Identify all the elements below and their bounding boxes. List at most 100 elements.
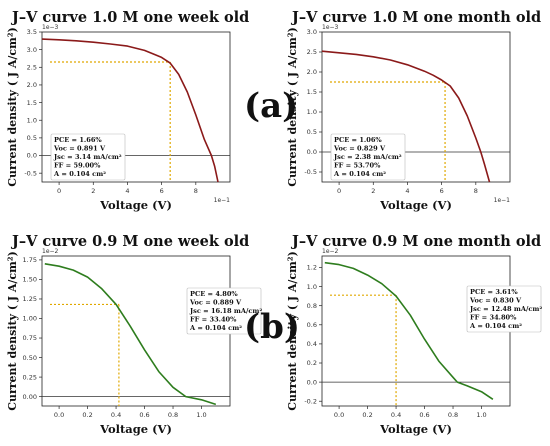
jv-curve-line bbox=[321, 50, 491, 183]
x-tick-label: 0.4 bbox=[111, 411, 121, 419]
parameter-text: PCE = 4.80% bbox=[190, 290, 238, 298]
y-tick-label: 2.0 bbox=[27, 81, 37, 89]
chart-title: J–V curve 0.9 M one month old bbox=[290, 233, 541, 250]
y-tick-label: 1.00 bbox=[23, 315, 37, 323]
x-tick-label: 0.8 bbox=[448, 411, 458, 419]
parameter-text: Voc = 0.891 V bbox=[53, 145, 106, 153]
y-scale-note: 1e−2 bbox=[42, 248, 59, 255]
parameter-text: FF = 34.80% bbox=[470, 314, 517, 322]
y-tick-label: 3.5 bbox=[27, 28, 37, 36]
y-tick-label: -0.2 bbox=[304, 397, 317, 405]
jv-chart-09m-week: J–V curve 0.9 M one week old 0.0 0.2 0.4 0.6… bbox=[4, 228, 269, 446]
jv-chart-1m-week: J–V curve 1.0 M one week old 0 2 4 6 8 -0.5 0.0… bbox=[4, 4, 269, 222]
y-tick-label: 1.5 bbox=[307, 88, 317, 96]
y-tick-label: 0.0 bbox=[307, 148, 317, 156]
parameter-box-frame bbox=[330, 133, 406, 181]
jv-curve-line bbox=[44, 263, 217, 406]
y-tick-label: 2.5 bbox=[307, 48, 317, 56]
y-tick-label: 1.2 bbox=[307, 264, 317, 272]
x-tick-label: 0 bbox=[337, 187, 341, 195]
x-tick-label: 0.6 bbox=[139, 411, 149, 419]
y-scale-note: 1e−2 bbox=[322, 248, 339, 255]
y-axis-label: Current density ( J A/cm²) bbox=[6, 27, 19, 187]
x-tick-label: 4 bbox=[405, 187, 409, 195]
y-tick-label: 0.00 bbox=[23, 393, 37, 401]
jv-curve-line bbox=[41, 38, 219, 183]
x-tick-label: 0.8 bbox=[168, 411, 178, 419]
y-tick-label: 1.0 bbox=[307, 283, 317, 291]
y-scale-note: 1e−3 bbox=[42, 24, 59, 31]
parameter-box-frame bbox=[186, 287, 262, 335]
parameter-text: Voc = 0.889 V bbox=[189, 299, 242, 307]
y-tick-label: 0.0 bbox=[307, 378, 317, 386]
y-tick-label: 1.0 bbox=[27, 116, 37, 124]
y-tick-label: 1.50 bbox=[23, 276, 37, 284]
jv-chart-09m-month: J–V curve 0.9 M one month old 0.0 0.2 0.4 0.… bbox=[284, 228, 549, 446]
parameter-text: A = 0.104 cm² bbox=[53, 170, 106, 178]
chart-svg: J–V curve 1.0 M one week old 0 2 4 6 8 -0.5 0.0… bbox=[6, 9, 249, 212]
x-tick-label: 6 bbox=[160, 187, 164, 195]
y-tick-label: 0.4 bbox=[307, 340, 317, 348]
parameter-box-frame bbox=[50, 133, 126, 181]
parameter-text: PCE = 3.61% bbox=[470, 288, 518, 296]
chart-svg: J–V curve 1.0 M one month old 0 2 4 6 8 -0.5 0.… bbox=[286, 9, 541, 212]
parameter-text: PCE = 1.06% bbox=[334, 136, 382, 144]
parameter-text: Voc = 0.829 V bbox=[333, 145, 386, 153]
y-tick-label: 0.2 bbox=[307, 359, 317, 367]
x-tick-label: 0 bbox=[57, 187, 61, 195]
parameter-text: A = 0.104 cm² bbox=[333, 170, 386, 178]
x-tick-label: 1.0 bbox=[476, 411, 486, 419]
y-tick-label: 0.8 bbox=[307, 302, 317, 310]
y-tick-label: 1.0 bbox=[307, 108, 317, 116]
y-tick-label: 3.0 bbox=[27, 46, 37, 54]
chart-svg: J–V curve 0.9 M one month old 0.0 0.2 0.4 0.… bbox=[286, 233, 542, 436]
jv-chart-1m-month: J–V curve 1.0 M one month old 0 2 4 6 8 -0.5 0.… bbox=[284, 4, 549, 222]
x-tick-label: 0.4 bbox=[391, 411, 401, 419]
x-tick-label: 0.2 bbox=[362, 411, 372, 419]
x-tick-label: 8 bbox=[474, 187, 478, 195]
y-tick-label: 0.75 bbox=[23, 334, 37, 342]
x-tick-label: 0.2 bbox=[82, 411, 92, 419]
y-tick-label: 0.0 bbox=[27, 152, 37, 160]
chart-svg: J–V curve 0.9 M one week old 0.0 0.2 0.4 0.6… bbox=[6, 233, 262, 436]
parameter-text: PCE = 1.66% bbox=[54, 136, 102, 144]
parameter-text: FF = 33.40% bbox=[190, 316, 237, 324]
y-tick-label: 3.0 bbox=[307, 28, 317, 36]
chart-title: J–V curve 0.9 M one week old bbox=[10, 233, 249, 250]
parameter-text: FF = 53.70% bbox=[334, 162, 381, 170]
chart-title: J–V curve 1.0 M one month old bbox=[290, 9, 541, 26]
x-scale-note: 1e−1 bbox=[214, 197, 231, 204]
parameter-text: Jsc = 2.38 mA/cm² bbox=[333, 153, 402, 161]
x-tick-label: 0.6 bbox=[419, 411, 429, 419]
x-axis-label: Voltage (V) bbox=[99, 422, 172, 436]
y-axis-label: Current density ( J A/cm²) bbox=[286, 27, 299, 187]
parameter-text: A = 0.104 cm² bbox=[469, 322, 522, 330]
y-tick-label: 1.75 bbox=[23, 256, 37, 264]
x-axis-label: Voltage (V) bbox=[99, 198, 172, 212]
x-axis-label: Voltage (V) bbox=[379, 198, 452, 212]
x-tick-label: 6 bbox=[440, 187, 444, 195]
y-tick-label: 2.5 bbox=[27, 63, 37, 71]
parameter-text: Jsc = 3.14 mA/cm² bbox=[53, 153, 122, 161]
y-axis-label: Current density ( J A/cm²) bbox=[286, 251, 299, 411]
y-tick-label: -0.5 bbox=[24, 169, 37, 177]
x-scale-note: 1e−1 bbox=[494, 197, 511, 204]
x-tick-label: 2 bbox=[371, 187, 375, 195]
parameter-text: FF = 59.00% bbox=[54, 162, 101, 170]
x-tick-label: 4 bbox=[125, 187, 129, 195]
row-label-b: (b) bbox=[244, 307, 300, 347]
row-label-a: (a) bbox=[244, 86, 299, 126]
y-tick-label: 1.25 bbox=[23, 295, 37, 303]
y-axis-label: Current density ( J A/cm²) bbox=[6, 251, 19, 411]
parameter-text: Jsc = 12.48 mA/cm² bbox=[469, 305, 542, 313]
parameter-text: Jsc = 16.18 mA/cm² bbox=[189, 307, 262, 315]
y-scale-note: 1e−3 bbox=[322, 24, 339, 31]
x-tick-label: 0.0 bbox=[334, 411, 344, 419]
x-axis-label: Voltage (V) bbox=[379, 422, 452, 436]
y-tick-label: 0.6 bbox=[307, 321, 317, 329]
chart-title: J–V curve 1.0 M one week old bbox=[10, 9, 249, 26]
y-tick-label: 0.5 bbox=[307, 128, 317, 136]
